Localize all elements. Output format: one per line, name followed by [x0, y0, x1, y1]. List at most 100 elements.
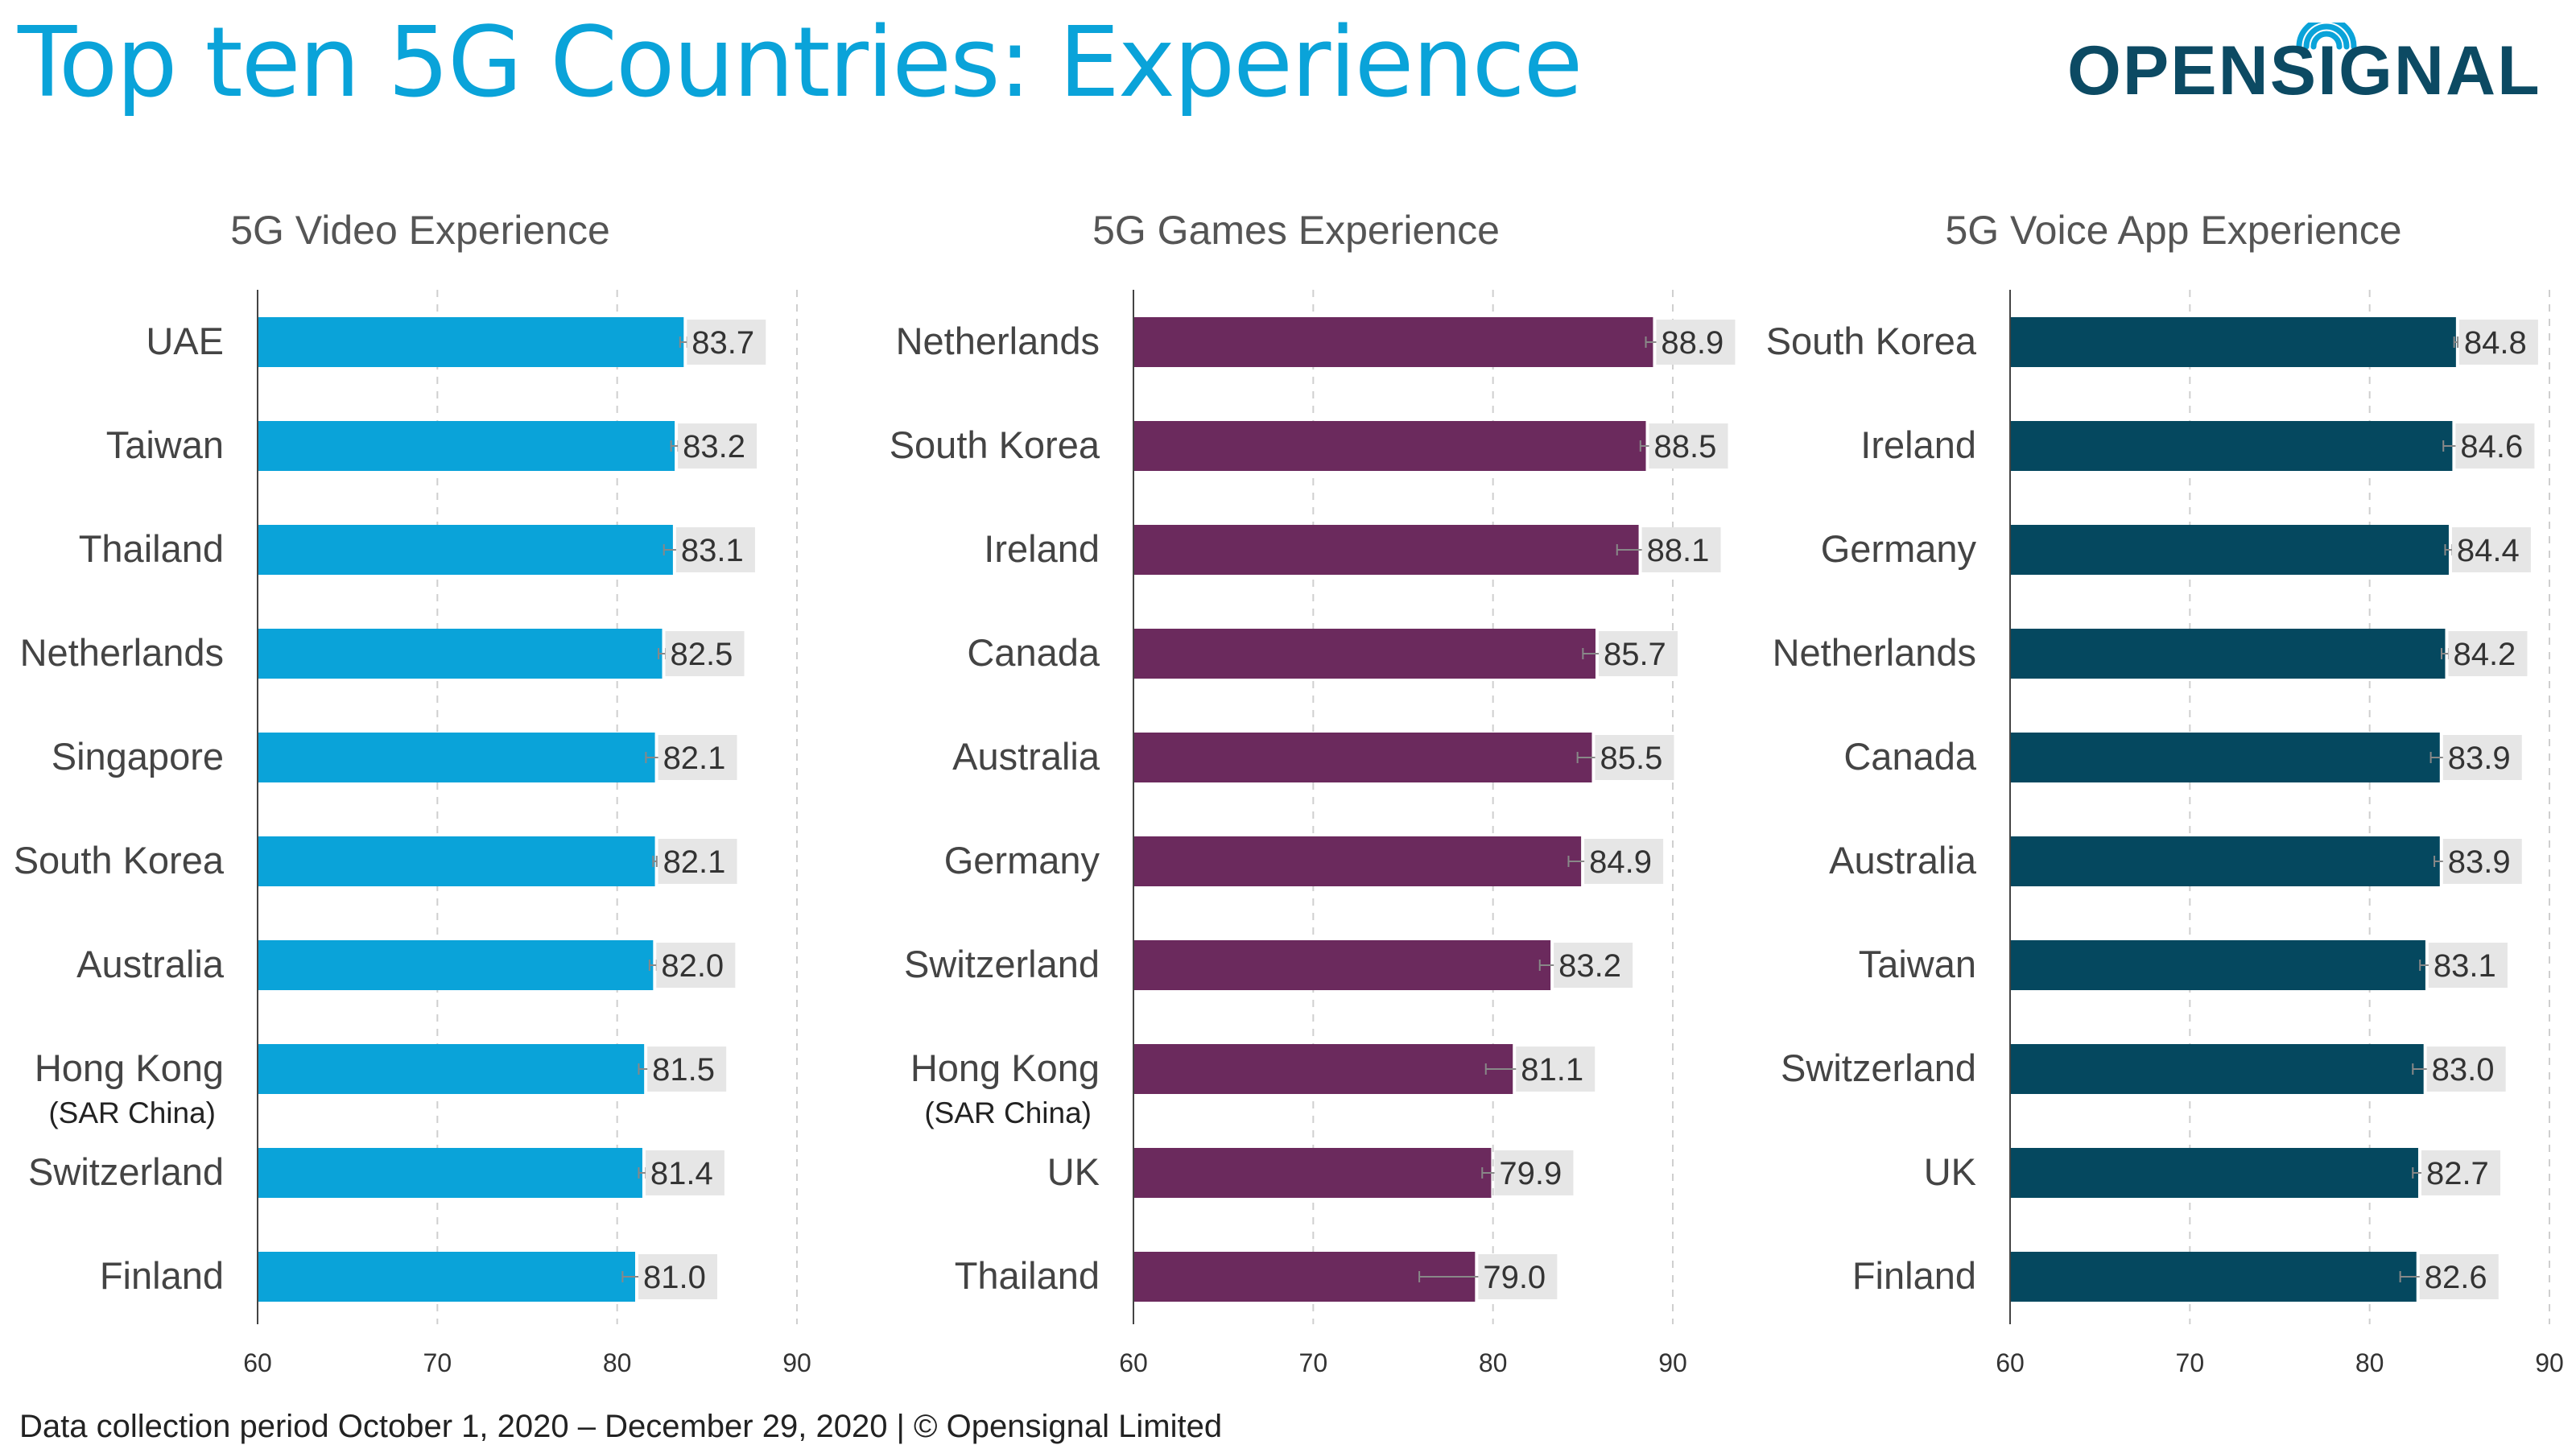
x-tick-label: 70 — [423, 1348, 452, 1377]
data-label: 82.1 — [663, 741, 726, 776]
data-label-background — [1494, 1150, 1574, 1195]
chart-title: 5G Video Experience — [230, 208, 610, 253]
category-label: South Korea — [14, 839, 225, 881]
x-tick-label: 80 — [2355, 1348, 2384, 1377]
bar — [2011, 733, 2440, 782]
data-label-background — [656, 943, 736, 988]
data-label: 79.9 — [1499, 1156, 1562, 1191]
category-label: Taiwan — [1859, 943, 1976, 985]
chart-title: 5G Games Experience — [1092, 208, 1500, 253]
data-label: 88.9 — [1661, 325, 1724, 361]
data-label-background — [2421, 1150, 2500, 1195]
data-label-background — [2455, 423, 2535, 469]
x-tick-label: 60 — [1996, 1348, 2025, 1377]
category-label: Switzerland — [28, 1150, 224, 1193]
bar — [1134, 525, 1639, 575]
data-label: 84.9 — [1589, 844, 1652, 880]
data-label: 81.1 — [1521, 1052, 1583, 1088]
category-label: Canada — [967, 631, 1100, 674]
data-label: 83.1 — [681, 533, 744, 568]
bar — [258, 1044, 645, 1094]
page-title: Top ten 5G Countries: Experience — [18, 7, 1583, 119]
bar — [2011, 1044, 2424, 1094]
logo-text: OPENSIGNAL — [2067, 32, 2541, 109]
data-label: 83.1 — [2434, 948, 2496, 984]
category-label: UK — [1924, 1150, 1976, 1193]
data-label-background — [1478, 1254, 1558, 1299]
bar — [2011, 421, 2453, 471]
footer-note: Data collection period October 1, 2020 –… — [19, 1409, 1223, 1444]
bar — [258, 1148, 642, 1198]
category-label: Finland — [1852, 1254, 1976, 1297]
data-label: 88.5 — [1654, 429, 1717, 464]
bar — [2011, 836, 2440, 886]
category-label: Netherlands — [896, 320, 1100, 362]
data-label-background — [2442, 735, 2522, 780]
category-label: UAE — [146, 320, 224, 362]
data-label-background — [687, 320, 766, 365]
data-label: 79.0 — [1483, 1260, 1546, 1295]
x-tick-label: 80 — [1479, 1348, 1508, 1377]
category-label: Netherlands — [1773, 631, 1976, 674]
data-label: 84.4 — [2457, 533, 2520, 568]
bar — [1134, 1252, 1476, 1302]
data-label-background — [1598, 631, 1678, 676]
category-label: UK — [1047, 1150, 1100, 1193]
category-label: Singapore — [52, 735, 224, 778]
data-label-background — [1584, 839, 1664, 884]
data-label-background — [1649, 423, 1728, 469]
bar — [2011, 940, 2425, 990]
x-tick-label: 90 — [2535, 1348, 2564, 1377]
category-label: Canada — [1843, 735, 1976, 778]
data-label: 83.2 — [1558, 948, 1621, 984]
wifi-signal-icon — [2296, 23, 2357, 50]
chart-title: 5G Voice App Experience — [1945, 208, 2401, 253]
data-label-background — [678, 423, 758, 469]
bar — [2011, 1252, 2417, 1302]
data-label-background — [2451, 527, 2531, 572]
data-label: 82.0 — [661, 948, 724, 984]
bar — [1134, 1044, 1513, 1094]
x-tick-label: 70 — [2176, 1348, 2205, 1377]
data-label: 82.7 — [2426, 1156, 2489, 1191]
data-label: 81.0 — [643, 1260, 706, 1295]
x-tick-label: 90 — [782, 1348, 811, 1377]
bar — [258, 836, 655, 886]
category-label: Australia — [76, 943, 225, 985]
category-label: Ireland — [984, 527, 1100, 570]
category-label: Switzerland — [1781, 1046, 1976, 1089]
data-label-background — [665, 631, 745, 676]
bar — [1134, 940, 1551, 990]
data-label-background — [647, 1046, 727, 1092]
bar — [2011, 629, 2446, 679]
x-tick-label: 70 — [1299, 1348, 1328, 1377]
chart-panel-2: 5G Games Experience 60 70 80 90 88.9 Netherlan… — [890, 208, 1736, 1377]
data-label-background — [1656, 320, 1736, 365]
data-label: 85.5 — [1600, 741, 1663, 776]
data-label-background — [1554, 943, 1633, 988]
bar — [258, 421, 675, 471]
category-label: Germany — [1821, 527, 1977, 570]
category-label: Australia — [952, 735, 1100, 778]
category-label: Germany — [944, 839, 1100, 881]
data-label-background — [675, 527, 755, 572]
data-label: 82.5 — [671, 637, 733, 672]
category-label: Ireland — [1860, 423, 1976, 466]
category-label: South Korea — [890, 423, 1100, 466]
data-label: 81.4 — [650, 1156, 713, 1191]
bar — [258, 317, 684, 367]
data-label-background — [645, 1150, 724, 1195]
x-tick-label: 60 — [243, 1348, 272, 1377]
data-label: 84.2 — [2453, 637, 2516, 672]
x-tick-label: 60 — [1119, 1348, 1148, 1377]
data-label-background — [2428, 943, 2508, 988]
data-label: 83.0 — [2432, 1052, 2495, 1088]
bar — [1134, 317, 1653, 367]
data-label-background — [638, 1254, 717, 1299]
bar — [2011, 317, 2456, 367]
data-label: 84.6 — [2460, 429, 2523, 464]
category-sublabel: (SAR China) — [924, 1096, 1092, 1129]
data-label-background — [658, 839, 737, 884]
bar — [2011, 1148, 2418, 1198]
